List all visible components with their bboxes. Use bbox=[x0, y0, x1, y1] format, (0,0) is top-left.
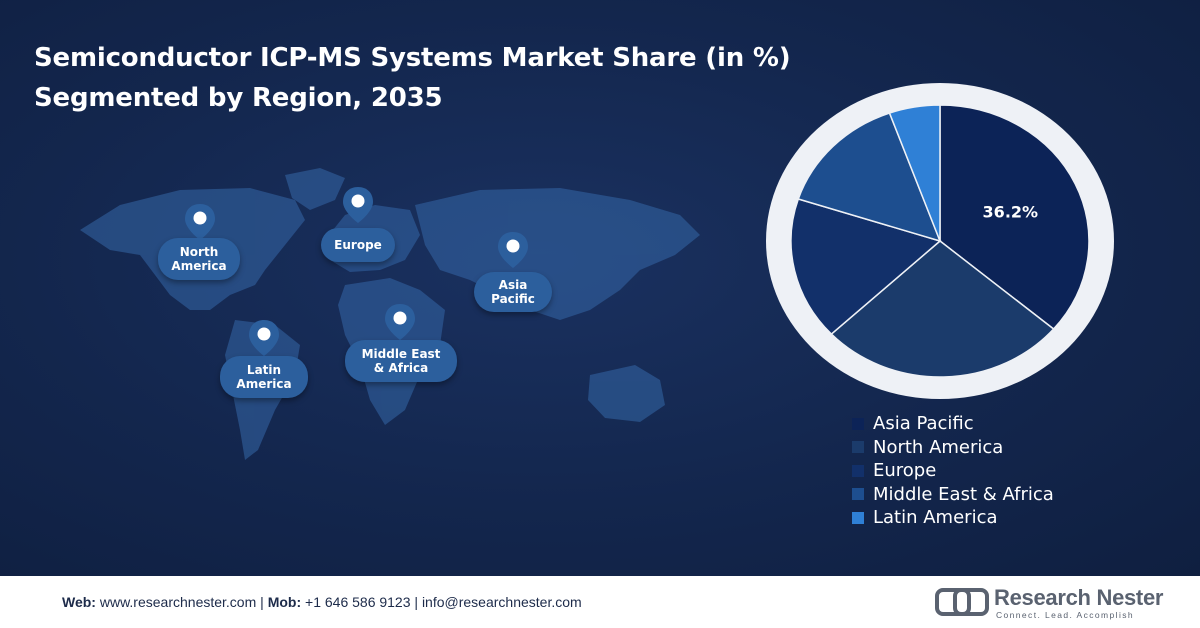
separator-2: | bbox=[414, 594, 419, 610]
legend-item: Asia Pacific bbox=[852, 412, 1054, 436]
research-nester-logo-icon bbox=[935, 588, 989, 616]
latin-america-label: Latin America bbox=[220, 356, 308, 398]
legend-item: North America bbox=[852, 436, 1054, 460]
web-label: Web: bbox=[62, 594, 96, 610]
title-line-2: Segmented by Region, 2035 bbox=[34, 83, 443, 113]
pie-slice-asia-pacific bbox=[939, 104, 1090, 331]
mob-label: Mob: bbox=[267, 594, 302, 610]
pie-slice-north-america bbox=[830, 240, 1055, 378]
contact-info: Web: www.researchnester.com | Mob: +1 64… bbox=[62, 594, 582, 610]
logo-tagline: Connect. Lead. Accomplish bbox=[996, 610, 1135, 620]
latin-america-label-line-2: America bbox=[236, 377, 292, 391]
legend-swatch bbox=[852, 441, 864, 454]
phone-number: +1 646 586 9123 bbox=[305, 594, 411, 610]
logo-name: Research Nester bbox=[994, 585, 1164, 610]
web-link[interactable]: www.researchnester.com bbox=[99, 594, 257, 610]
title-line-1: Semiconductor ICP-MS Systems Market Shar… bbox=[34, 43, 791, 73]
asia-pacific-label-line-2: Pacific bbox=[491, 292, 535, 306]
north-america-label: North America bbox=[158, 238, 240, 280]
pie-slice-europe bbox=[790, 198, 942, 336]
pie-chart: 36.2% bbox=[790, 104, 1090, 378]
legend-swatch bbox=[852, 511, 864, 524]
middle-east-africa-label-line-2: & Africa bbox=[373, 361, 429, 375]
middle-east-africa-label-line-1: Middle East bbox=[361, 347, 441, 361]
footer: Web: www.researchnester.com | Mob: +1 64… bbox=[0, 576, 1200, 628]
legend-label: Middle East & Africa bbox=[873, 483, 1054, 505]
asia-pacific-pin-icon bbox=[498, 232, 528, 268]
middle-east-africa-label: Middle East & Africa bbox=[345, 340, 457, 382]
asia-shape bbox=[415, 188, 700, 320]
north-america-label-line-2: America bbox=[171, 259, 227, 273]
europe-label: Europe bbox=[321, 228, 395, 262]
legend-label: Asia Pacific bbox=[873, 413, 974, 435]
legend-label: Europe bbox=[873, 460, 937, 482]
chart-legend: Asia Pacific North America Europe Middle Ea… bbox=[852, 412, 1054, 530]
north-america-label-line-1: North bbox=[179, 245, 219, 259]
legend-swatch bbox=[852, 464, 864, 477]
asia-pacific-label: Asia Pacific bbox=[474, 272, 552, 312]
legend-label: Latin America bbox=[873, 507, 998, 529]
asia-pacific-label-line-1: Asia bbox=[498, 278, 528, 292]
legend-label: North America bbox=[873, 436, 1004, 458]
north-america-pin-icon bbox=[185, 204, 215, 240]
email-link[interactable]: info@researchnester.com bbox=[421, 594, 582, 610]
legend-swatch bbox=[852, 488, 864, 501]
latin-america-label-line-1: Latin bbox=[246, 363, 282, 377]
latin-america-pin-icon bbox=[249, 320, 279, 356]
legend-item: Europe bbox=[852, 459, 1054, 483]
legend-item: Middle East & Africa bbox=[852, 483, 1054, 507]
separator-1: | bbox=[260, 594, 264, 610]
middle-east-africa-pin-icon bbox=[385, 304, 415, 340]
greenland-shape bbox=[285, 168, 345, 210]
pie-slice-latin-america bbox=[888, 104, 941, 242]
legend-swatch bbox=[852, 417, 864, 430]
europe-pin-icon bbox=[343, 187, 373, 223]
legend-item: Latin America bbox=[852, 506, 1054, 530]
europe-label-line-1: Europe bbox=[334, 238, 382, 252]
main-panel: Semiconductor ICP-MS Systems Market Shar… bbox=[0, 0, 1200, 576]
chart-title: Semiconductor ICP-MS Systems Market Shar… bbox=[34, 38, 794, 118]
pie-slice-middle-east-africa bbox=[797, 112, 942, 243]
australia-shape bbox=[588, 365, 665, 422]
pie-data-label: 36.2% bbox=[983, 202, 1039, 221]
